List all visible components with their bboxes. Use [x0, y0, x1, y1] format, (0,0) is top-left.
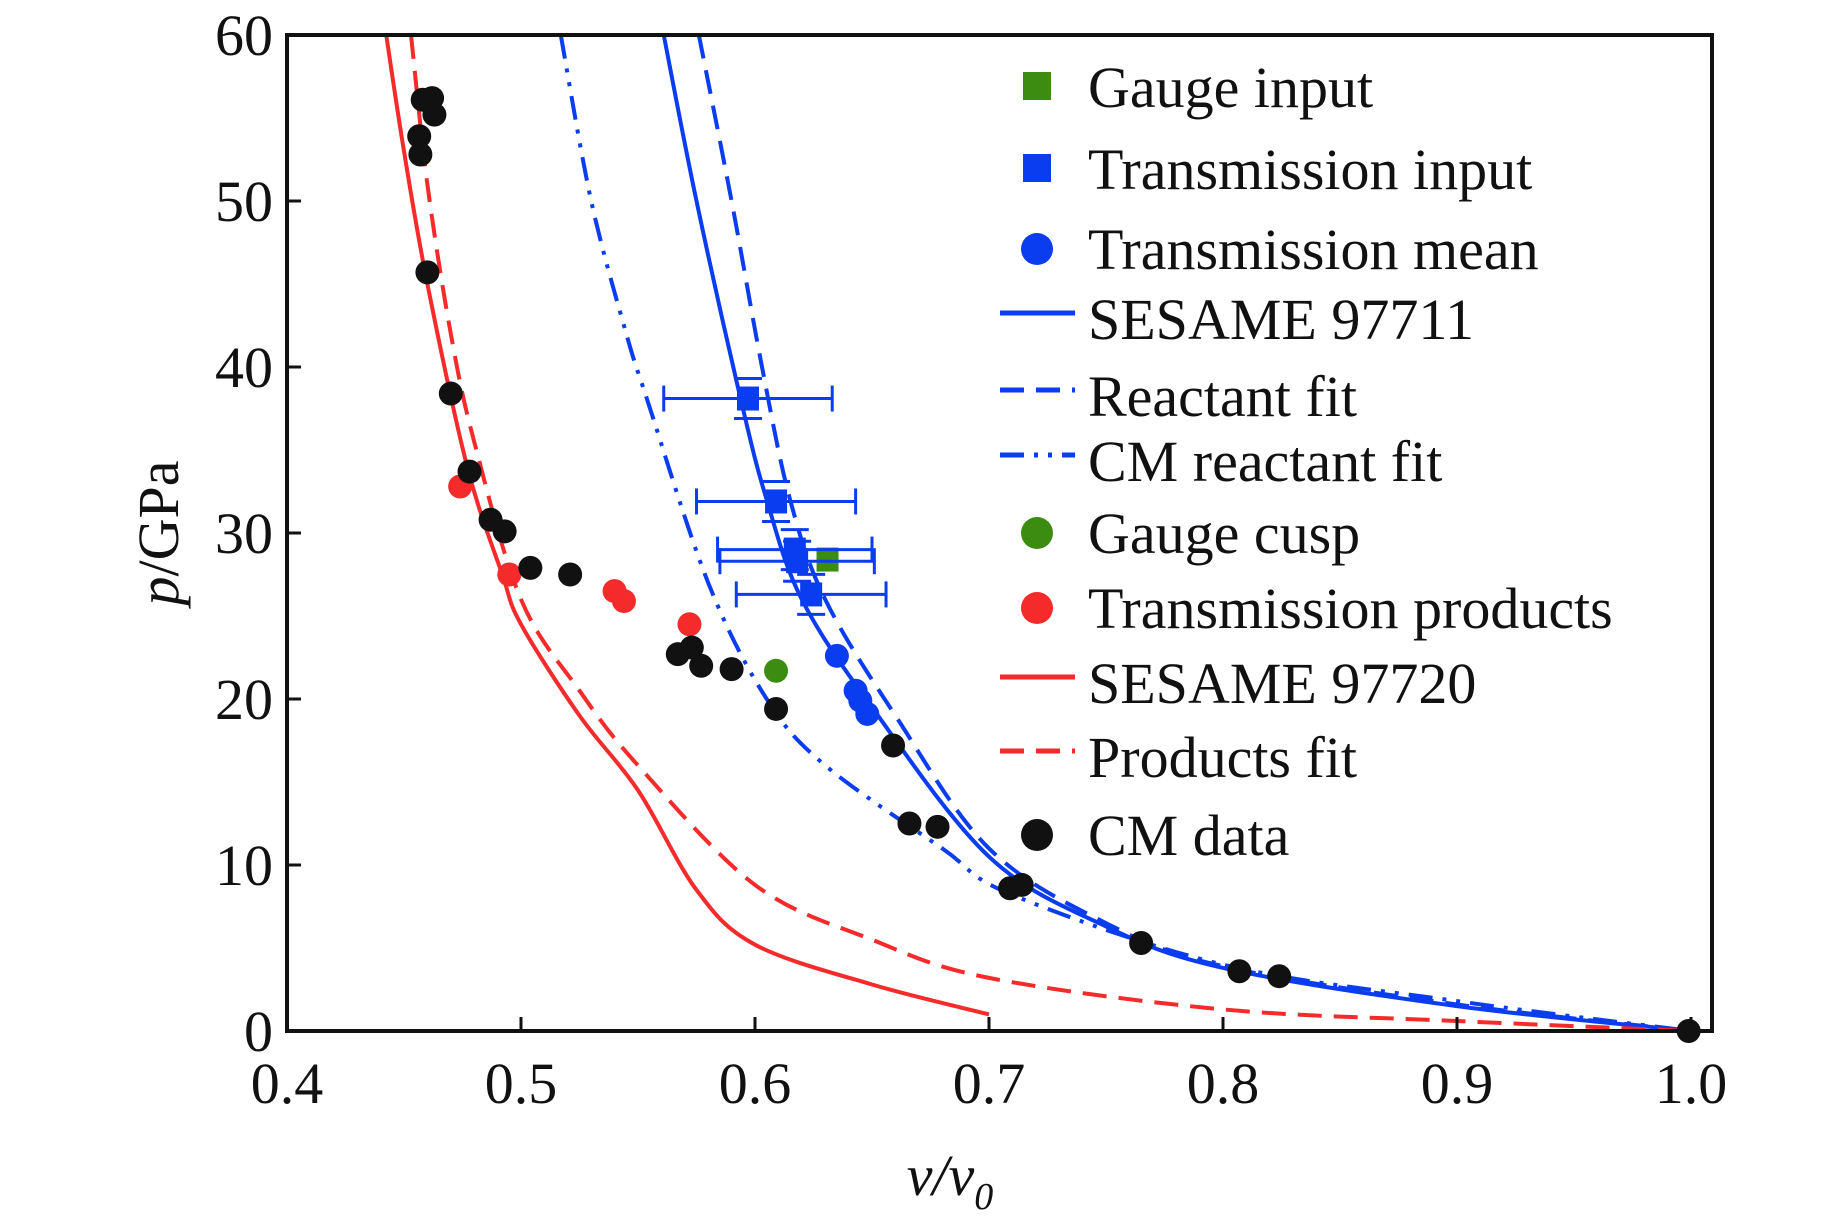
legend-label: CM data — [1088, 803, 1289, 868]
legend-label: Gauge cusp — [1088, 501, 1360, 566]
legend-label: SESAME 97720 — [1088, 651, 1476, 716]
curve-cm-reactant-fit — [558, 35, 1692, 1031]
point-cm-data — [408, 142, 433, 167]
legend-item-sesame-97720: SESAME 97720 — [1000, 651, 1476, 716]
markers — [407, 86, 1701, 1043]
legend-label: Reactant fit — [1088, 364, 1357, 429]
x-tick-label: 0.9 — [1421, 1051, 1494, 1116]
curve-sesame-97720 — [384, 35, 990, 1017]
point-cm-data — [679, 635, 704, 660]
legend-item-cm-reactant-fit: CM reactant fit — [1000, 429, 1442, 494]
legend-label: Transmission products — [1088, 576, 1613, 641]
y-tick-label: 40 — [215, 335, 273, 400]
legend-marker — [1021, 819, 1053, 851]
point-cm-data — [492, 519, 517, 544]
legend: Gauge input Transmission input Transmissio… — [1000, 55, 1613, 868]
curve-reactant-fit — [696, 35, 1692, 1031]
legend-item-sesame-97711: SESAME 97711 — [1000, 287, 1474, 352]
x-tick-label: 0.4 — [251, 1051, 324, 1116]
point-transmission-products — [677, 612, 702, 637]
legend-item-transmission-mean: Transmission mean — [1021, 217, 1539, 282]
legend-label: CM reactant fit — [1088, 429, 1442, 494]
point-cm-data — [689, 653, 714, 678]
point-cm-data — [1009, 872, 1034, 897]
point-cm-data — [415, 260, 440, 285]
point-cm-data — [1129, 931, 1154, 956]
point-gauge-input — [816, 547, 839, 572]
point-transmission-mean — [824, 643, 849, 668]
legend-label: Transmission input — [1088, 137, 1532, 202]
point-transmission-input — [786, 549, 809, 574]
point-transmission-input — [800, 582, 823, 607]
point-cm-data — [438, 381, 463, 406]
x-tick-label: 1.0 — [1655, 1051, 1728, 1116]
point-transmission-mean — [855, 701, 880, 726]
y-tick-label: 20 — [215, 667, 273, 732]
point-transmission-input — [736, 386, 759, 411]
y-tick-label: 60 — [215, 3, 273, 68]
legend-item-transmission-input: Transmission input — [1023, 137, 1532, 202]
point-transmission-input — [765, 489, 788, 514]
point-cm-data — [897, 811, 922, 836]
x-tick-label: 0.5 — [485, 1051, 558, 1116]
point-cm-data — [457, 459, 482, 484]
curve-products-fit — [409, 35, 1692, 1031]
point-cm-data — [558, 562, 583, 587]
point-transmission-products — [611, 589, 636, 614]
legend-marker — [1023, 72, 1051, 100]
y-tick-label: 50 — [215, 169, 273, 234]
point-transmission-products — [497, 562, 522, 587]
point-cm-data — [764, 696, 789, 721]
x-tick-label: 0.7 — [953, 1051, 1026, 1116]
legend-item-cm-data: CM data — [1021, 803, 1289, 868]
point-cm-data — [422, 102, 447, 127]
legend-item-gauge-cusp: Gauge cusp — [1021, 501, 1360, 566]
legend-marker — [1021, 592, 1053, 624]
point-cm-data — [925, 814, 950, 839]
legend-item-gauge-input: Gauge input — [1023, 55, 1373, 120]
y-tick-label: 10 — [215, 833, 273, 898]
legend-marker — [1023, 154, 1051, 182]
point-cm-data — [881, 733, 906, 758]
x-axis-label: v/v0 — [907, 1143, 994, 1218]
point-cm-data — [1267, 964, 1292, 989]
point-gauge-cusp — [764, 658, 789, 683]
legend-label: Gauge input — [1088, 55, 1373, 120]
legend-marker — [1021, 517, 1053, 549]
legend-marker — [1021, 233, 1053, 265]
legend-item-transmission-products: Transmission products — [1021, 576, 1613, 641]
legend-label: Transmission mean — [1088, 217, 1539, 282]
y-axis-label: p/GPa — [126, 461, 191, 610]
axis-ticks: 0.4 0.5 0.6 0.7 0.8 0.9 1.0 0 10 20 30 40 50 60 — [215, 3, 1727, 1116]
legend-label: SESAME 97711 — [1088, 287, 1474, 352]
legend-item-products-fit: Products fit — [1000, 725, 1357, 790]
legend-label: Products fit — [1088, 725, 1357, 790]
legend-item-reactant-fit: Reactant fit — [1000, 364, 1357, 429]
x-tick-label: 0.6 — [719, 1051, 792, 1116]
point-cm-data — [719, 657, 744, 682]
x-tick-label: 0.8 — [1187, 1051, 1260, 1116]
y-tick-label: 0 — [244, 999, 273, 1064]
point-cm-data — [407, 124, 432, 149]
point-cm-data — [1227, 959, 1252, 984]
point-cm-data — [518, 555, 543, 580]
y-tick-label: 30 — [215, 501, 273, 566]
curves — [384, 35, 1692, 1031]
